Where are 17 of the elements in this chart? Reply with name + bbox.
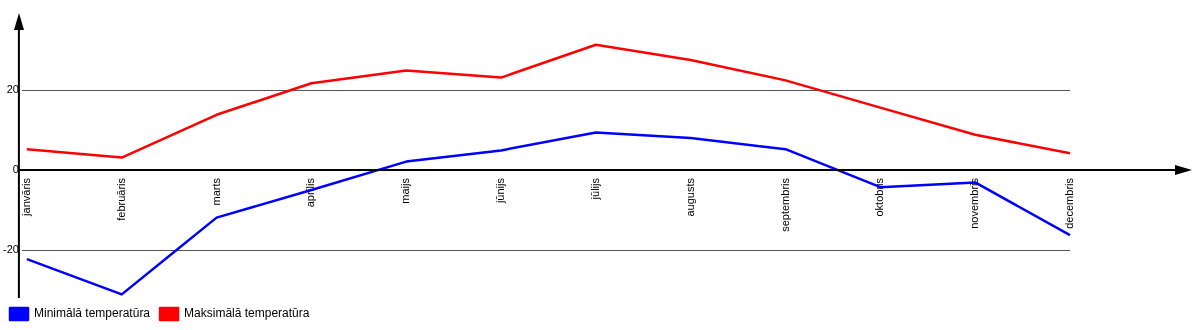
legend-label: Minimālā temperatūra: [34, 306, 151, 321]
x-tick-label: janvāris: [19, 177, 32, 217]
x-tick-label: novembris: [968, 177, 981, 229]
x-tick-label: aprīlis: [304, 177, 317, 208]
x-tick-label: jūnijs: [494, 177, 507, 205]
x-tick-label: decembris: [1063, 177, 1076, 229]
y-tick-label: 0: [12, 163, 19, 176]
x-tick-label: marts: [209, 177, 222, 206]
legend-label: Maksimālā temperatūra: [184, 306, 310, 321]
y-tick-label: 20: [6, 83, 19, 96]
y-tick-label: -20: [2, 243, 19, 256]
x-tick-label: februāris: [114, 177, 127, 221]
x-tick-label: maijs: [399, 177, 412, 204]
x-tick-label: septembris: [778, 177, 791, 232]
x-tick-label: oktobris: [873, 177, 886, 217]
x-tick-label: augusts: [683, 177, 696, 217]
x-tick-label: jūlijs: [588, 177, 601, 201]
